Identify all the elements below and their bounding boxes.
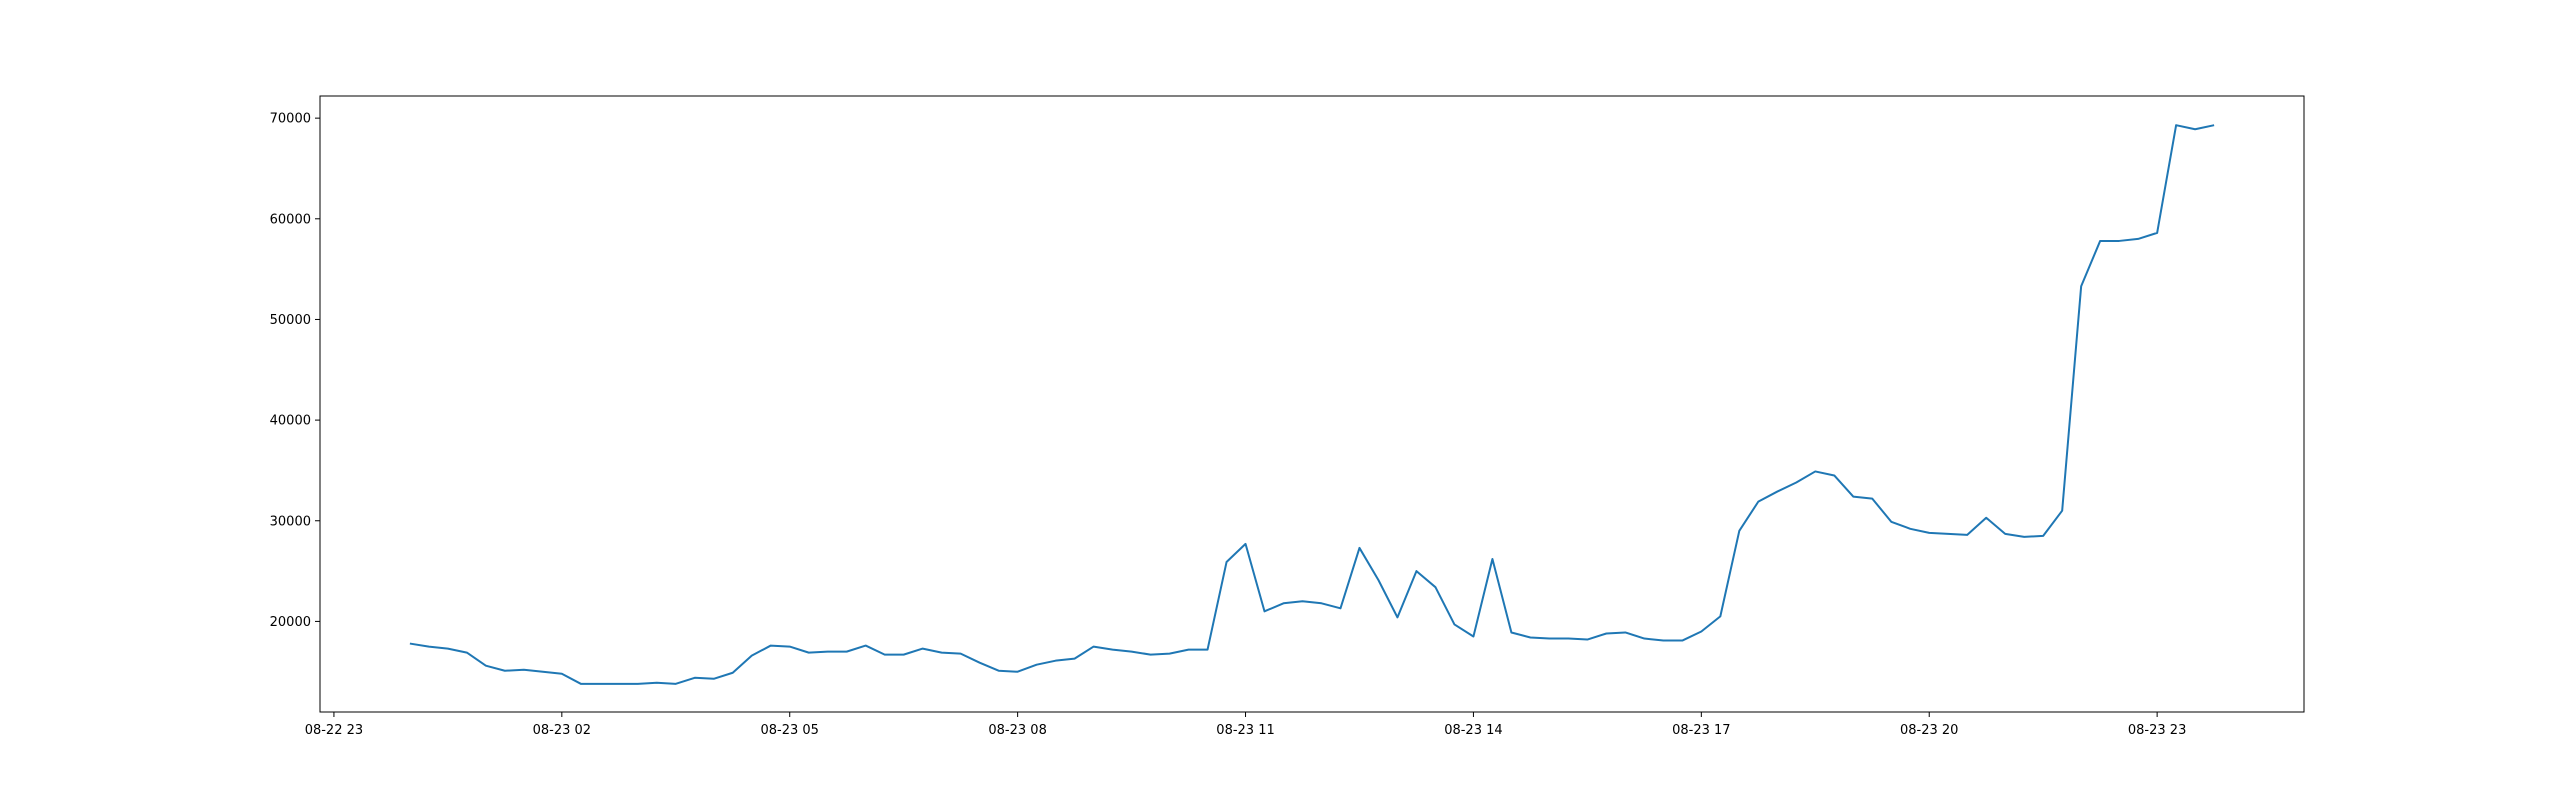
axes-frame bbox=[319, 95, 2305, 713]
line bbox=[409, 124, 2215, 685]
x-tick-label: 08-23 05 bbox=[761, 723, 819, 738]
x-tick-label: 08-23 20 bbox=[1900, 723, 1958, 738]
x-tick-label: 08-23 11 bbox=[1216, 723, 1274, 738]
y-tick-label: 20000 bbox=[270, 615, 311, 630]
y-tick-label: 70000 bbox=[270, 112, 311, 127]
x-tick-label: 08-23 17 bbox=[1672, 723, 1730, 738]
x-tick-label: 08-23 02 bbox=[533, 723, 591, 738]
y-tick-label: 40000 bbox=[270, 414, 311, 429]
x-tick-label: 08-22 23 bbox=[305, 723, 363, 738]
x-tick-label: 08-23 14 bbox=[1444, 723, 1502, 738]
y-tick-label: 60000 bbox=[270, 212, 311, 227]
x-tick-label: 08-23 23 bbox=[2128, 723, 2186, 738]
y-tick-label: 30000 bbox=[270, 514, 311, 529]
x-tick-label: 08-23 08 bbox=[988, 723, 1046, 738]
y-tick-label: 50000 bbox=[270, 313, 311, 328]
